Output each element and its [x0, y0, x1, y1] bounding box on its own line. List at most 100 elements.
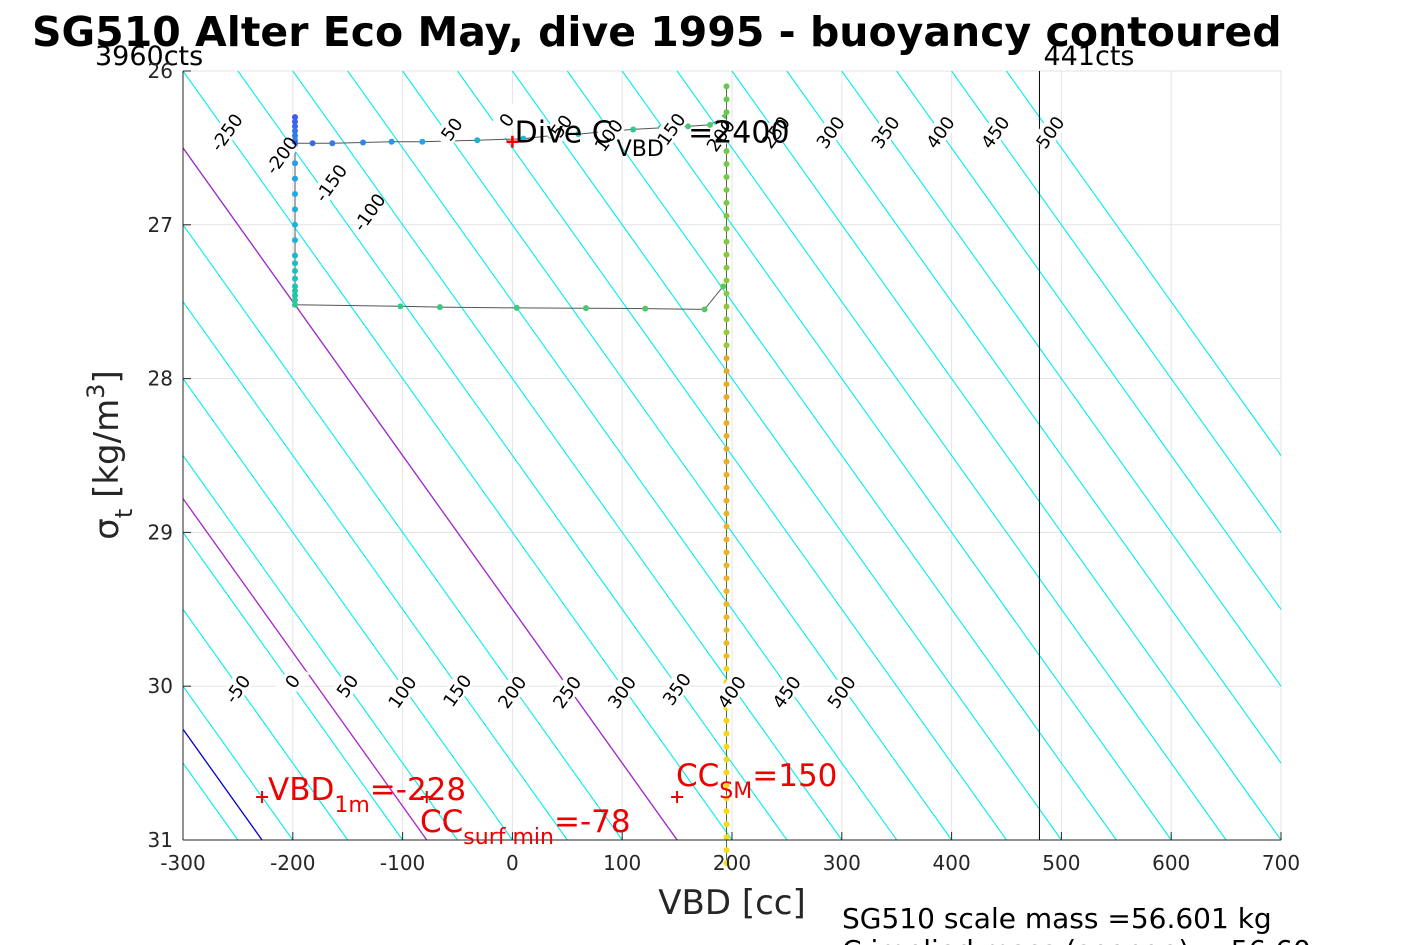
buoyancy-contour-line	[896, 71, 1281, 611]
data-point	[397, 303, 404, 310]
footer-line-1: SG510 scale mass =56.601 kg	[842, 902, 1272, 935]
x-tick-label: 100	[603, 851, 641, 875]
column-data-point	[723, 627, 730, 634]
x-tick-label: -300	[160, 851, 205, 875]
count-marker-left-label: 3960cts	[95, 41, 203, 72]
data-point	[642, 305, 649, 312]
red-marker-plus	[420, 791, 433, 803]
y-axis-label-rest: [kg/m	[87, 399, 127, 509]
contour-label-bg	[312, 163, 348, 202]
data-point	[291, 260, 298, 267]
contour-label-bg	[603, 672, 639, 711]
column-data-point	[723, 756, 730, 763]
x-tick-label: -100	[380, 851, 425, 875]
column-data-point	[723, 640, 730, 647]
column-data-point	[723, 329, 730, 336]
x-tick-label: 500	[1042, 851, 1080, 875]
buoyancy-contour-line	[1006, 71, 1281, 457]
red-label-sub: SM	[719, 779, 752, 804]
buoyancy-contour-line	[183, 531, 404, 840]
data-point	[360, 139, 367, 146]
column-data-point	[723, 471, 730, 478]
y-tick-label: 30	[148, 674, 173, 698]
column-data-point	[723, 717, 730, 724]
data-point	[291, 123, 298, 130]
column-data-point	[723, 445, 730, 452]
red-label-value: =150	[752, 758, 837, 794]
column-data-point	[723, 769, 730, 776]
buoyancy-contour-line	[566, 71, 1117, 840]
buoyancy-contour-line	[183, 377, 513, 840]
contour-label-bg	[702, 116, 738, 154]
data-point	[720, 283, 727, 290]
contour-label-bg	[384, 672, 420, 711]
column-data-point	[723, 96, 730, 103]
column-data-point	[723, 834, 730, 841]
buoyancy-contour-line	[621, 71, 1172, 840]
column-data-point	[723, 432, 730, 439]
data-point	[291, 283, 298, 290]
x-tick-label: 300	[823, 851, 861, 875]
column-data-point	[723, 575, 730, 582]
column-data-point	[723, 652, 730, 659]
data-point	[291, 175, 298, 182]
contour-label-bg	[768, 672, 804, 711]
data-point	[707, 121, 714, 128]
column-data-point	[723, 173, 730, 180]
buoyancy-contours	[183, 71, 1281, 840]
red-label-cc: CCsurf min=-78	[420, 804, 631, 850]
data-point	[291, 287, 298, 294]
data-point	[291, 252, 298, 259]
column-data-point	[723, 562, 730, 569]
contour-label-bg	[543, 106, 579, 145]
column-data-point	[723, 83, 730, 90]
column-data-point	[723, 394, 730, 401]
column-data-point	[723, 199, 730, 206]
column-data-point	[723, 342, 730, 349]
column-data-point	[723, 419, 730, 426]
column-data-point	[723, 510, 730, 517]
data-point	[388, 138, 395, 145]
column-data-point	[723, 795, 730, 802]
data-point	[520, 135, 527, 142]
axes: 3960cts 441cts -300 -200 -100 0 100 200 300 400 50…	[95, 41, 1300, 875]
buoyancy-contour-line	[951, 71, 1281, 534]
red-label-sub: 1m	[334, 793, 369, 818]
count-marker-right-label: 441cts	[1043, 41, 1134, 72]
x-tick-label: -200	[270, 851, 315, 875]
data-point	[436, 304, 443, 311]
column-data-point	[723, 148, 730, 155]
x-axis-label: VBD [cc]	[658, 883, 806, 923]
column-data-point	[723, 821, 730, 828]
buoyancy-contour-line	[347, 71, 898, 840]
contour-label-bg	[208, 113, 244, 151]
dive-annotation-sub: VBD	[617, 137, 664, 162]
buoyancy-contour-line	[731, 71, 1281, 840]
red-label-main: CC	[420, 804, 463, 840]
reference-line-cc_sm	[183, 146, 678, 840]
data-point	[291, 132, 298, 139]
x-tick-label: 200	[713, 851, 751, 875]
column-data-point	[723, 212, 730, 219]
data-point	[291, 237, 298, 244]
red-label-main: CC	[676, 758, 719, 794]
data-point	[291, 206, 298, 213]
y-axis-label-main: σ	[87, 518, 127, 540]
dive-annotation-value: =2400	[688, 116, 789, 151]
contour-label-bg	[433, 110, 469, 148]
column-data-point	[723, 614, 730, 621]
buoyancy-contour-line	[402, 71, 953, 840]
data-point	[701, 306, 708, 313]
contour-label-bg	[1032, 113, 1068, 151]
column-data-point	[723, 109, 730, 116]
data-point	[291, 191, 298, 198]
footer-line-2: C implied mass (sponge) = 56.60	[842, 934, 1311, 945]
column-data-point	[723, 782, 730, 789]
buoyancy-contour-line	[676, 71, 1227, 840]
column-data-point	[723, 549, 730, 556]
data-point	[309, 140, 316, 147]
data-point	[474, 137, 481, 144]
data-point	[291, 127, 298, 134]
column-data-point	[723, 264, 730, 271]
red-label-sub: surf min	[463, 825, 554, 850]
